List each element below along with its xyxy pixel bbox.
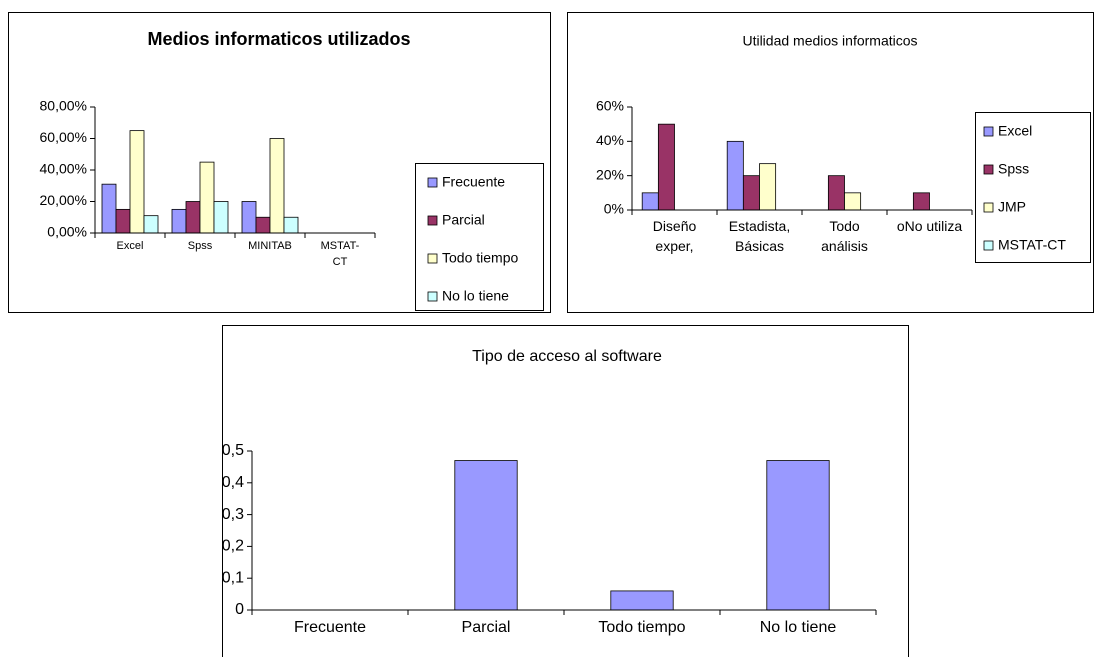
bar — [610, 590, 674, 611]
legend-frame — [415, 163, 544, 311]
y-tick-label: 0,5 — [222, 442, 244, 459]
x-tick-label: Todo tiempo — [598, 619, 686, 636]
bar — [657, 123, 675, 211]
x-tick-label-box: Frecuente — [293, 619, 367, 636]
x-tick-label-box: MINITAB — [248, 240, 292, 252]
legend-frame — [975, 112, 1091, 263]
bar — [115, 208, 131, 234]
y-tick-label: 0% — [604, 201, 624, 217]
x-tick-label-box: Estadista, Básicas — [728, 218, 791, 255]
bar — [255, 216, 271, 234]
bar — [185, 201, 201, 234]
y-tick-label: 0,4 — [222, 474, 244, 491]
bar — [199, 161, 215, 234]
x-tick-label-box: No lo tiene — [759, 619, 837, 636]
legend-swatch — [983, 164, 994, 175]
y-tick-label: 20% — [596, 166, 624, 182]
y-tick-label: 40% — [596, 132, 624, 148]
x-tick-label: MINITAB — [248, 240, 292, 252]
legend-label: Spss — [998, 161, 1029, 177]
x-tick-label-box: Diseño exper, — [652, 218, 697, 255]
x-tick-label: oNo utiliza — [896, 218, 963, 234]
bar — [726, 140, 744, 211]
x-tick-label: Spss — [187, 240, 213, 252]
bar — [827, 175, 845, 211]
legend-swatch — [427, 177, 438, 188]
chart-title: Medios informaticos utilizados — [147, 29, 410, 49]
bar — [844, 192, 862, 211]
bar — [283, 216, 299, 234]
x-tick-label: MSTAT-CT — [320, 240, 360, 268]
x-tick-label: Frecuente — [293, 619, 367, 636]
x-tick-label: Excel — [116, 240, 144, 252]
y-tick-label: 20,00% — [40, 192, 87, 208]
x-tick-label-box: Excel — [116, 240, 144, 252]
bar — [641, 192, 659, 211]
x-tick-label-box: Todo análisis — [821, 218, 868, 255]
bar — [171, 208, 187, 234]
legend-swatch — [983, 240, 994, 251]
bar — [143, 215, 159, 234]
legend-swatch — [983, 202, 994, 213]
chart-title: Utilidad medios informaticos — [742, 33, 917, 49]
legend-swatch — [427, 291, 438, 302]
legend-label: No lo tiene — [442, 288, 509, 304]
legend-label: MSTAT-CT — [998, 237, 1066, 253]
x-tick-label: Parcial — [461, 619, 511, 636]
legend-swatch — [427, 215, 438, 226]
bar — [269, 138, 285, 234]
bar — [766, 460, 830, 611]
y-tick-label: 60,00% — [40, 129, 87, 145]
bar — [912, 192, 930, 211]
legend-swatch — [427, 253, 438, 264]
x-tick-label: Estadista, Básicas — [728, 218, 791, 255]
chart-title: Tipo de acceso al software — [472, 348, 662, 365]
y-tick-label: 0 — [235, 601, 244, 618]
x-tick-label-box: MSTAT-CT — [320, 240, 360, 268]
legend-label: Todo tiempo — [442, 250, 518, 266]
y-tick-label: 0,3 — [222, 506, 244, 523]
bar — [129, 130, 145, 234]
bar — [213, 201, 229, 234]
bar — [454, 460, 518, 611]
legend-label: Excel — [998, 123, 1032, 139]
x-tick-label-box: Parcial — [461, 619, 511, 636]
legend-label: Frecuente — [442, 174, 505, 190]
y-tick-label: 40,00% — [40, 161, 87, 177]
x-tick-label-box: oNo utiliza — [896, 218, 963, 234]
y-tick-label: 60% — [596, 98, 624, 114]
bar — [101, 183, 117, 234]
bar — [742, 175, 760, 211]
bar — [241, 201, 257, 234]
legend-label: Parcial — [442, 212, 485, 228]
x-tick-label-box: Spss — [187, 240, 213, 252]
x-tick-label: No lo tiene — [759, 619, 837, 636]
x-tick-label-box: Todo tiempo — [598, 619, 686, 636]
x-tick-label: Diseño exper, — [652, 218, 697, 255]
x-tick-label: Todo análisis — [821, 218, 868, 255]
legend-label: JMP — [998, 199, 1026, 215]
y-tick-label: 80,00% — [40, 98, 87, 114]
bar — [759, 163, 777, 211]
y-tick-label: 0,00% — [47, 224, 87, 240]
y-tick-label: 0,1 — [222, 569, 244, 586]
y-tick-label: 0,2 — [222, 538, 244, 555]
legend-swatch — [983, 126, 994, 137]
